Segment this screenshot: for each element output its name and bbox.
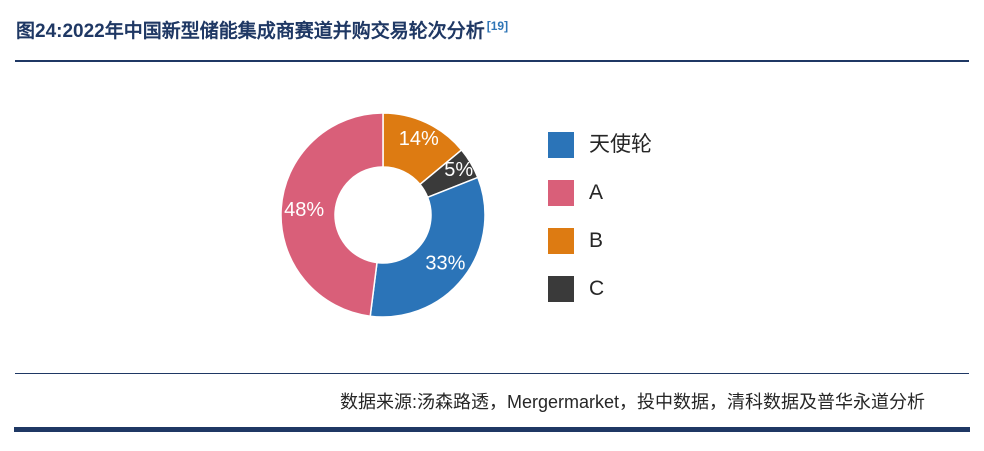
data-source-text: 数据来源:汤森路透，Mergermarket，投中数据，清科数据及普华永道分析 — [339, 392, 925, 412]
segment-label: 5% — [444, 159, 473, 181]
legend-item: 天使轮 — [548, 131, 652, 158]
legend-swatch — [548, 131, 574, 158]
donut-segment — [369, 176, 486, 318]
legend-item: B — [548, 227, 652, 254]
segment-label: 48% — [284, 199, 324, 221]
figure-title: 图24:2022年中国新型储能集成商赛道并购交易轮次分析 [19] — [16, 16, 508, 43]
legend-item: A — [548, 179, 652, 206]
legend-swatch — [548, 227, 574, 254]
legend-item: C — [548, 275, 652, 302]
title-divider — [15, 60, 969, 62]
legend-swatch — [548, 275, 574, 302]
figure-title-ref: [19] — [486, 18, 509, 33]
legend-label: A — [589, 181, 604, 204]
legend-label: 天使轮 — [589, 133, 652, 156]
figure-title-text: 图24:2022年中国新型储能集成商赛道并购交易轮次分析 — [16, 21, 485, 42]
donut-segment — [280, 112, 384, 318]
legend-swatch — [548, 179, 574, 206]
chart-legend: 天使轮 A B C — [548, 131, 652, 323]
legend-label: C — [589, 277, 605, 300]
bottom-bar — [14, 427, 970, 432]
segment-label: 14% — [399, 128, 439, 150]
segment-label: 33% — [425, 252, 465, 274]
source-divider — [15, 373, 969, 374]
legend-label: B — [589, 229, 604, 252]
donut-chart: 14%5% 33% 48% — [280, 112, 486, 318]
